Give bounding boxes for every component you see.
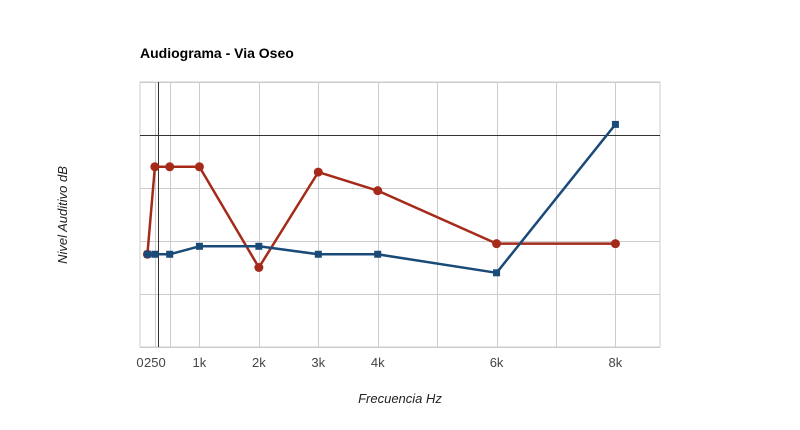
data-point [165,162,175,172]
data-point [150,162,160,172]
data-point [151,250,159,258]
x-tick-label: 4k [371,355,385,370]
data-point [610,239,620,249]
data-point [492,239,502,249]
series-layer [142,120,620,277]
series-2 [143,120,619,277]
data-point [314,250,322,258]
x-tick-labels: 0 250 1k 2k 3k 4k 6k 8k [136,355,622,370]
x-tick-label: 8k [609,355,623,370]
x-axis-title: Frecuencia Hz [358,391,442,406]
data-point [493,269,501,277]
data-point [143,250,151,258]
x-tick-label: 250 [144,355,166,370]
y-axis-title: Nivel Auditivo dB [55,166,70,264]
x-tick-label: 1k [193,355,207,370]
axis-baselines [140,82,660,347]
x-tick-label: 3k [311,355,325,370]
data-point [254,263,264,272]
data-point [313,167,323,177]
data-point [374,250,382,258]
x-tick-label: 6k [490,355,504,370]
x-tick-label: 0 [136,355,143,370]
data-point [194,162,204,172]
plot-area [139,81,661,348]
data-point [611,120,619,128]
grid-lines [140,82,660,348]
data-point [195,242,203,250]
chart-title: Audiograma - Via Oseo [140,45,294,61]
data-point [255,242,263,250]
data-point [373,186,383,196]
data-point [166,250,174,258]
x-tick-label: 2k [252,355,266,370]
series-1 [142,162,620,272]
